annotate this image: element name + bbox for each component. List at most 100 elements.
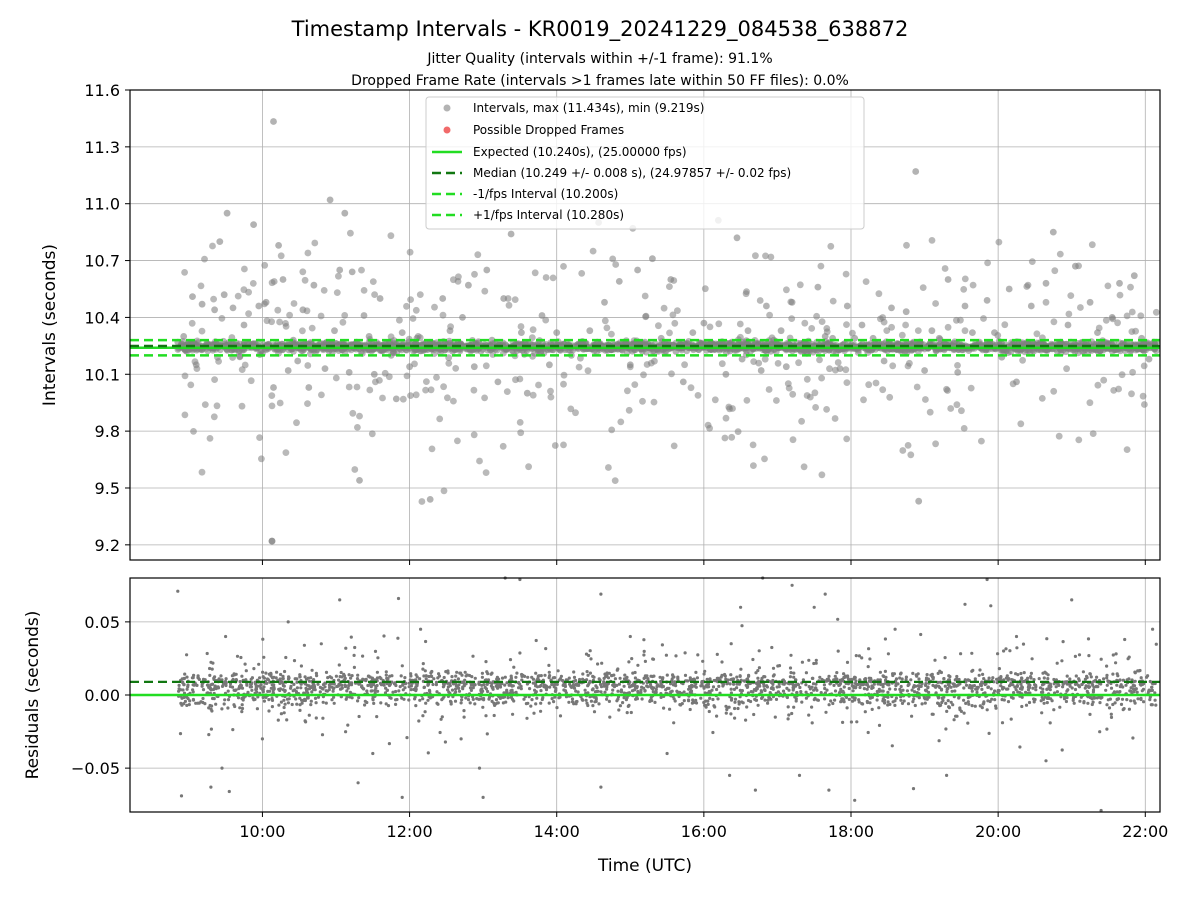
residual-point	[913, 703, 917, 708]
residual-point	[862, 682, 866, 686]
residual-point	[1000, 721, 1005, 725]
residual-point	[1045, 696, 1049, 701]
residual-point	[724, 711, 728, 715]
interval-point	[961, 302, 969, 310]
residual-point	[1115, 690, 1119, 694]
residual-point	[900, 701, 905, 706]
residual-point	[337, 663, 341, 667]
residual-point	[762, 675, 766, 679]
interval-point	[883, 327, 891, 334]
interval-point	[547, 393, 555, 401]
residual-point	[810, 685, 814, 689]
interval-point	[788, 298, 796, 306]
residual-point	[617, 708, 621, 712]
interval-point	[444, 394, 451, 402]
interval-point	[529, 391, 537, 399]
interval-point	[875, 290, 883, 298]
residual-point	[774, 697, 779, 702]
residual-point	[482, 696, 486, 701]
intervals-y-axis-label: Intervals (seconds)	[40, 244, 60, 406]
residual-point	[558, 714, 563, 718]
residual-point	[185, 653, 189, 657]
chart-title: Timestamp Intervals - KR0019_20241229_08…	[291, 17, 909, 42]
interval-point	[765, 386, 773, 393]
residual-point	[700, 680, 704, 684]
residual-point	[776, 664, 780, 668]
residual-point	[236, 696, 241, 700]
residual-point	[906, 683, 910, 688]
interval-point	[827, 242, 835, 250]
residual-point	[877, 723, 882, 728]
interval-point	[412, 391, 420, 399]
residual-point	[349, 635, 353, 639]
interval-point	[234, 292, 242, 300]
residual-point	[382, 634, 386, 638]
residual-point	[177, 683, 181, 688]
residual-point	[599, 690, 603, 694]
interval-point	[1116, 279, 1123, 287]
interval-point	[789, 390, 797, 398]
residual-point	[740, 624, 744, 628]
residual-point	[585, 670, 589, 674]
interval-point	[1001, 321, 1009, 329]
interval-point	[277, 252, 285, 260]
residual-point	[836, 649, 840, 653]
residual-point	[893, 687, 898, 691]
interval-point	[318, 391, 325, 399]
interval-point	[418, 498, 426, 505]
interval-point	[1013, 378, 1020, 386]
residual-point	[835, 671, 839, 675]
interval-point	[197, 282, 205, 290]
residual-point	[648, 698, 653, 702]
interval-point	[605, 464, 612, 471]
interval-point	[886, 393, 894, 401]
interval-point	[1090, 340, 1098, 348]
interval-point	[858, 321, 866, 329]
residual-point	[680, 702, 684, 706]
residual-point	[1139, 676, 1143, 680]
residual-point	[824, 710, 828, 714]
interval-point	[1049, 228, 1057, 236]
interval-point	[553, 329, 561, 336]
residual-point	[430, 669, 434, 674]
interval-point	[584, 367, 592, 375]
residual-point	[457, 689, 462, 693]
residual-point	[668, 707, 672, 711]
residual-point	[240, 710, 244, 714]
interval-point	[376, 295, 384, 302]
legend-label-dropped-frames: Possible Dropped Frames	[473, 123, 624, 137]
interval-point	[1075, 436, 1083, 444]
residual-point	[749, 690, 753, 694]
residual-point	[500, 676, 505, 680]
residual-point	[794, 699, 798, 703]
residual-point	[310, 668, 314, 672]
residual-point	[209, 707, 213, 711]
residual-point	[786, 717, 790, 721]
residual-point	[1133, 701, 1137, 705]
residual-point	[519, 684, 523, 688]
residual-point	[234, 672, 238, 676]
interval-point	[666, 329, 673, 337]
interval-point	[736, 320, 744, 328]
interval-point	[366, 386, 374, 394]
residual-point	[363, 703, 367, 707]
residual-point	[530, 675, 534, 679]
residual-point	[642, 649, 646, 654]
residual-point	[1019, 671, 1023, 676]
residual-point	[1109, 686, 1114, 690]
residual-point	[878, 670, 883, 674]
intervals-y-tick-label: 11.3	[84, 138, 120, 157]
residual-point	[1030, 657, 1034, 661]
interval-point	[898, 331, 906, 339]
interval-point	[216, 238, 224, 246]
residual-point	[1039, 690, 1044, 694]
residual-point	[473, 702, 477, 706]
residual-point	[357, 696, 361, 700]
interval-point	[268, 402, 276, 410]
interval-point	[407, 392, 414, 399]
residual-point	[220, 707, 224, 711]
residual-point	[231, 677, 235, 682]
residual-point	[424, 701, 428, 705]
interval-point	[888, 304, 895, 312]
residual-point	[454, 674, 458, 678]
